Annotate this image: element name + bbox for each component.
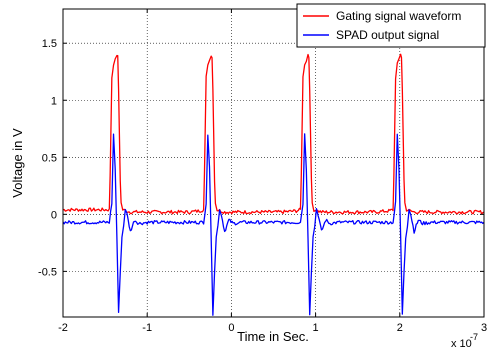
y-tick-label: 0.5 bbox=[42, 152, 57, 164]
x-tick-label: 2 bbox=[397, 322, 403, 334]
series-line-0 bbox=[62, 53, 485, 215]
x-axis-title: Time in Sec. bbox=[237, 329, 309, 344]
x-exponent-base: x 10 bbox=[451, 338, 472, 349]
x-tick-label: -2 bbox=[58, 322, 68, 334]
y-tick-label: 1 bbox=[51, 95, 57, 107]
plot-area bbox=[63, 9, 484, 317]
axis-ticks: -2 -1 0 1 2 3 -0.5 0 0.5 1 1.5 bbox=[38, 9, 487, 334]
y-tick-label: 1.5 bbox=[42, 38, 57, 50]
legend-box bbox=[296, 3, 486, 48]
y-tick-label: -0.5 bbox=[38, 266, 57, 278]
plot-frame bbox=[62, 8, 485, 318]
legend: Gating signal waveform SPAD output signa… bbox=[296, 3, 486, 48]
plot-series bbox=[62, 53, 485, 316]
legend-label-spad: SPAD output signal bbox=[336, 28, 439, 42]
series-line-1 bbox=[62, 133, 485, 316]
x-tick-label: 0 bbox=[228, 322, 234, 334]
legend-label-gating: Gating signal waveform bbox=[336, 9, 461, 23]
y-tick-label: 0 bbox=[51, 209, 57, 221]
grid bbox=[63, 9, 484, 317]
x-exponent: x 10 -7 bbox=[451, 332, 478, 349]
x-tick-label: -1 bbox=[142, 322, 152, 334]
x-tick-label: 1 bbox=[313, 322, 319, 334]
y-axis-title: Voltage in V bbox=[10, 128, 25, 198]
x-exponent-power: -7 bbox=[470, 332, 478, 342]
x-tick-label: 3 bbox=[481, 322, 487, 334]
